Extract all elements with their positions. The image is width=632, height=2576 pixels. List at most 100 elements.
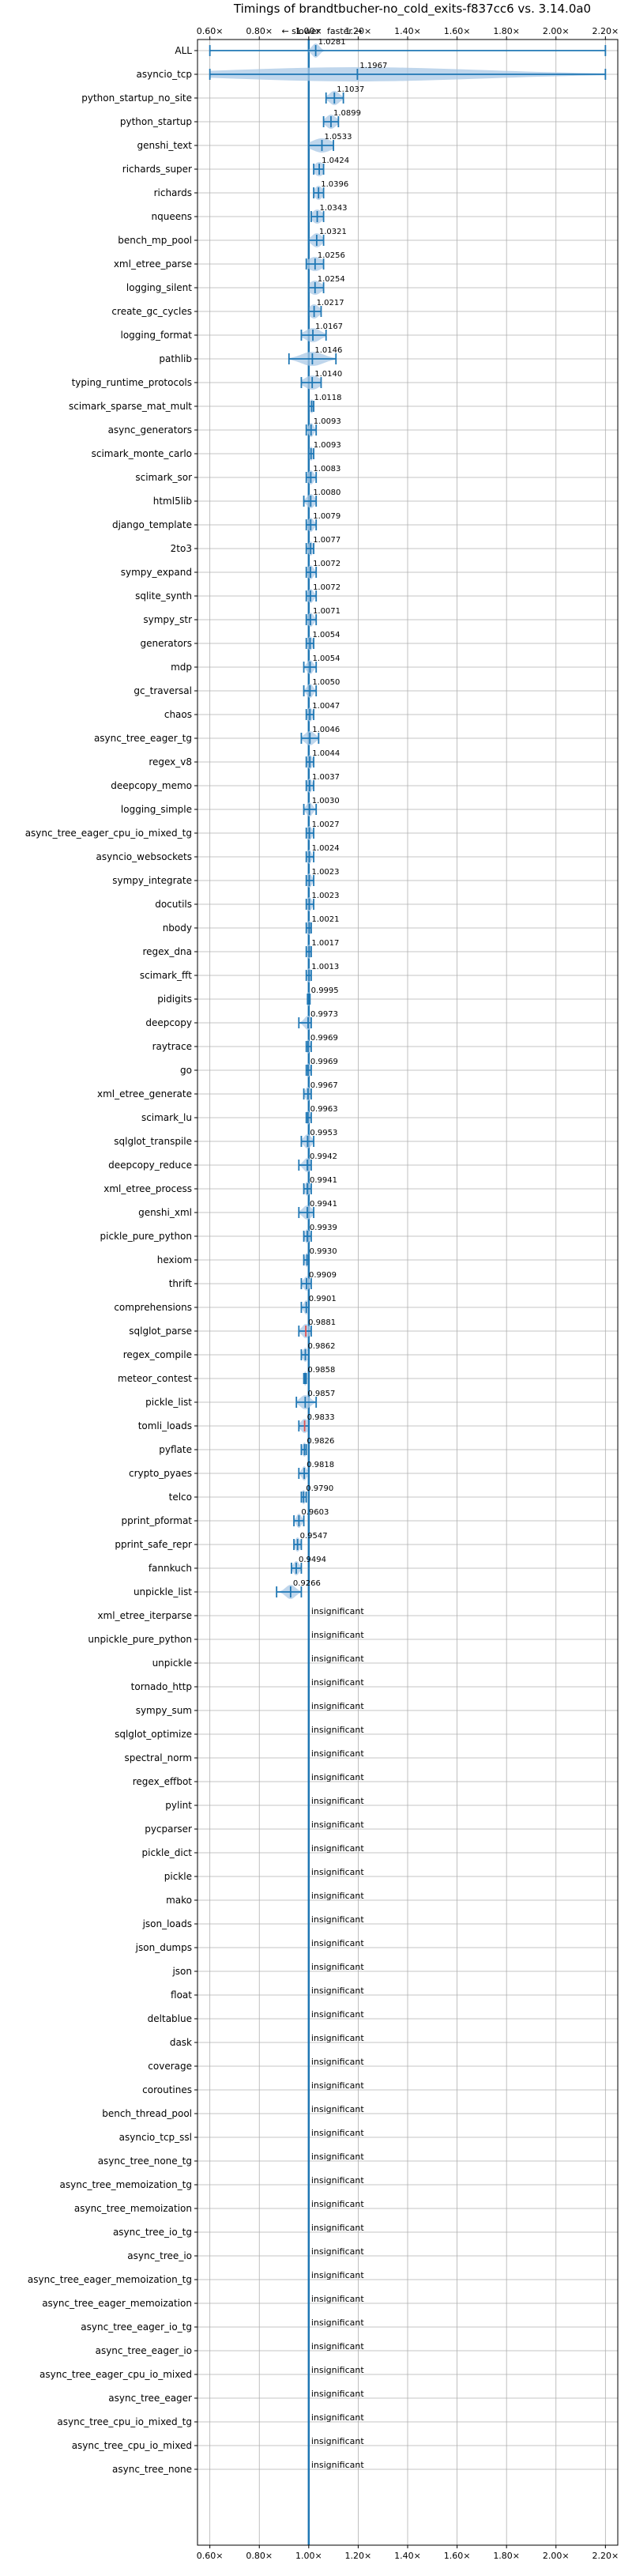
benchmark-name-label: deepcopy [145, 1017, 192, 1028]
x-tick-label-top: 2.00× [543, 26, 570, 36]
insignificant-label: insignificant [311, 1962, 365, 1972]
benchmark-name-label: bench_mp_pool [118, 235, 192, 246]
insignificant-label: insignificant [311, 1654, 365, 1664]
median-value-label: 1.0030 [312, 797, 340, 805]
x-tick-label-top: 1.60× [444, 26, 471, 36]
median-value-label: 0.9833 [307, 1413, 335, 1422]
benchmark-name-label: django_template [112, 519, 192, 530]
benchmark-name-label: async_tree_eager_memoization [42, 2298, 192, 2309]
insignificant-label: insignificant [311, 2128, 365, 2138]
insignificant-label: insignificant [311, 2412, 365, 2423]
x-tick-label-bottom: 0.60× [197, 2551, 224, 2561]
median-value-label: 1.0024 [312, 844, 340, 853]
median-value-label: 0.9790 [306, 1484, 333, 1493]
median-value-label: 1.0146 [314, 346, 342, 355]
benchmark-name-label: deepcopy_reduce [108, 1160, 192, 1171]
benchmark-name-label: async_tree_cpu_io_mixed_tg [57, 2416, 192, 2427]
benchmark-name-label: regex_effbot [133, 1776, 193, 1787]
insignificant-label: insignificant [311, 1938, 365, 1948]
median-value-label: 0.9266 [293, 1579, 321, 1588]
x-tick-label-bottom: 1.00× [295, 2551, 322, 2561]
insignificant-label: insignificant [311, 1843, 365, 1854]
insignificant-label: insignificant [311, 2199, 365, 2209]
benchmark-name-label: crypto_pyaes [129, 1468, 192, 1479]
benchmark-name-label: unpickle_pure_python [88, 1634, 192, 1645]
insignificant-label: insignificant [311, 2389, 365, 2399]
insignificant-label: insignificant [311, 1986, 365, 1996]
faster-direction-label: faster → [327, 26, 363, 36]
benchmark-name-label: pickle_pure_python [100, 1231, 192, 1242]
benchmark-name-label: genshi_xml [138, 1207, 192, 1218]
insignificant-label: insignificant [311, 1867, 365, 1877]
insignificant-label: insignificant [311, 1891, 365, 1901]
median-value-label: 1.1967 [359, 62, 387, 70]
benchmark-name-label: regex_compile [123, 1349, 192, 1360]
median-value-label: 0.9930 [310, 1247, 337, 1256]
median-value-label: 1.0021 [311, 915, 339, 924]
median-value-label: 1.0424 [322, 157, 349, 165]
benchmark-name-label: pickle_list [145, 1397, 192, 1408]
x-tick-label-top: 1.00× [295, 26, 322, 36]
insignificant-label: insignificant [311, 2365, 365, 2375]
median-value-label: 1.0167 [315, 322, 343, 331]
plot-frame [197, 39, 619, 2546]
median-value-label: 1.0396 [321, 180, 348, 189]
benchmark-name-label: html5lib [153, 496, 192, 507]
median-value-label: 1.0321 [319, 228, 347, 236]
median-value-label: 1.1037 [337, 85, 364, 94]
benchmark-name-label: unpickle_list [134, 1586, 192, 1597]
insignificant-label: insignificant [311, 2104, 365, 2114]
median-value-label: 1.0080 [313, 488, 340, 497]
median-value-label: 1.0013 [311, 963, 339, 971]
x-tick-label-top: 1.80× [493, 26, 520, 36]
median-value-label: 1.0343 [320, 204, 348, 213]
benchmark-name-label: nbody [163, 922, 192, 933]
benchmark-name-label: float [171, 1990, 192, 2001]
median-value-label: 1.0072 [313, 560, 340, 568]
median-value-label: 1.0072 [313, 583, 340, 592]
benchmark-name-label: xml_etree_parse [114, 258, 192, 270]
benchmark-name-label: asyncio_tcp [136, 69, 192, 80]
benchmark-name-label: coroutines [142, 2084, 192, 2095]
benchmark-name-label: ALL [175, 45, 192, 56]
benchmark-name-label: comprehensions [114, 1302, 192, 1313]
benchmark-name-label: pycparser [145, 1824, 192, 1835]
insignificant-label: insignificant [311, 2057, 365, 2067]
benchmark-name-label: async_tree_eager_tg [94, 733, 192, 744]
median-value-label: 1.0071 [313, 607, 340, 616]
benchmark-name-label: dask [170, 2037, 192, 2048]
median-value-label: 1.0023 [312, 892, 340, 900]
median-value-label: 0.9857 [307, 1390, 335, 1398]
insignificant-label: insignificant [311, 1914, 365, 1925]
median-value-label: 0.9963 [310, 1105, 338, 1114]
benchmark-name-label: async_tree_none_tg [98, 2155, 192, 2167]
benchmark-name-label: raytrace [152, 1041, 192, 1052]
slower-direction-label: ← slower [281, 26, 320, 36]
benchmark-name-label: mdp [171, 662, 192, 673]
median-value-label: 0.9818 [307, 1461, 334, 1469]
benchmark-name-label: generators [140, 638, 192, 649]
median-value-label: 1.0256 [318, 251, 345, 260]
benchmark-name-label: async_tree_eager [108, 2393, 192, 2404]
insignificant-label: insignificant [311, 2318, 365, 2328]
median-value-label: 1.0027 [312, 820, 340, 829]
x-tick-label-bottom: 1.20× [345, 2551, 372, 2561]
median-value-label: 1.0054 [313, 631, 340, 639]
x-tick-label-bottom: 2.00× [543, 2551, 570, 2561]
benchmark-name-label: scimark_sor [135, 472, 192, 483]
median-value-label: 1.0254 [318, 275, 345, 284]
median-value-label: 0.9826 [307, 1437, 334, 1446]
benchmark-name-label: async_generators [108, 424, 192, 436]
median-value-label: 1.0077 [313, 536, 340, 545]
benchmark-name-label: python_startup_no_site [81, 92, 192, 104]
benchmark-name-label: asyncio_websockets [96, 851, 192, 862]
benchmark-name-label: regex_v8 [149, 756, 192, 768]
benchmark-name-label: async_tree_eager_cpu_io_mixed [40, 2369, 192, 2380]
median-value-label: 1.0533 [325, 133, 352, 141]
benchmark-name-label: sqlglot_optimize [115, 1729, 192, 1740]
median-value-label: 0.9909 [309, 1271, 337, 1280]
insignificant-label: insignificant [311, 2152, 365, 2162]
benchmark-name-label: mako [166, 1895, 192, 1906]
insignificant-label: insignificant [311, 1725, 365, 1735]
benchmark-name-label: scimark_sparse_mat_mult [69, 401, 192, 412]
